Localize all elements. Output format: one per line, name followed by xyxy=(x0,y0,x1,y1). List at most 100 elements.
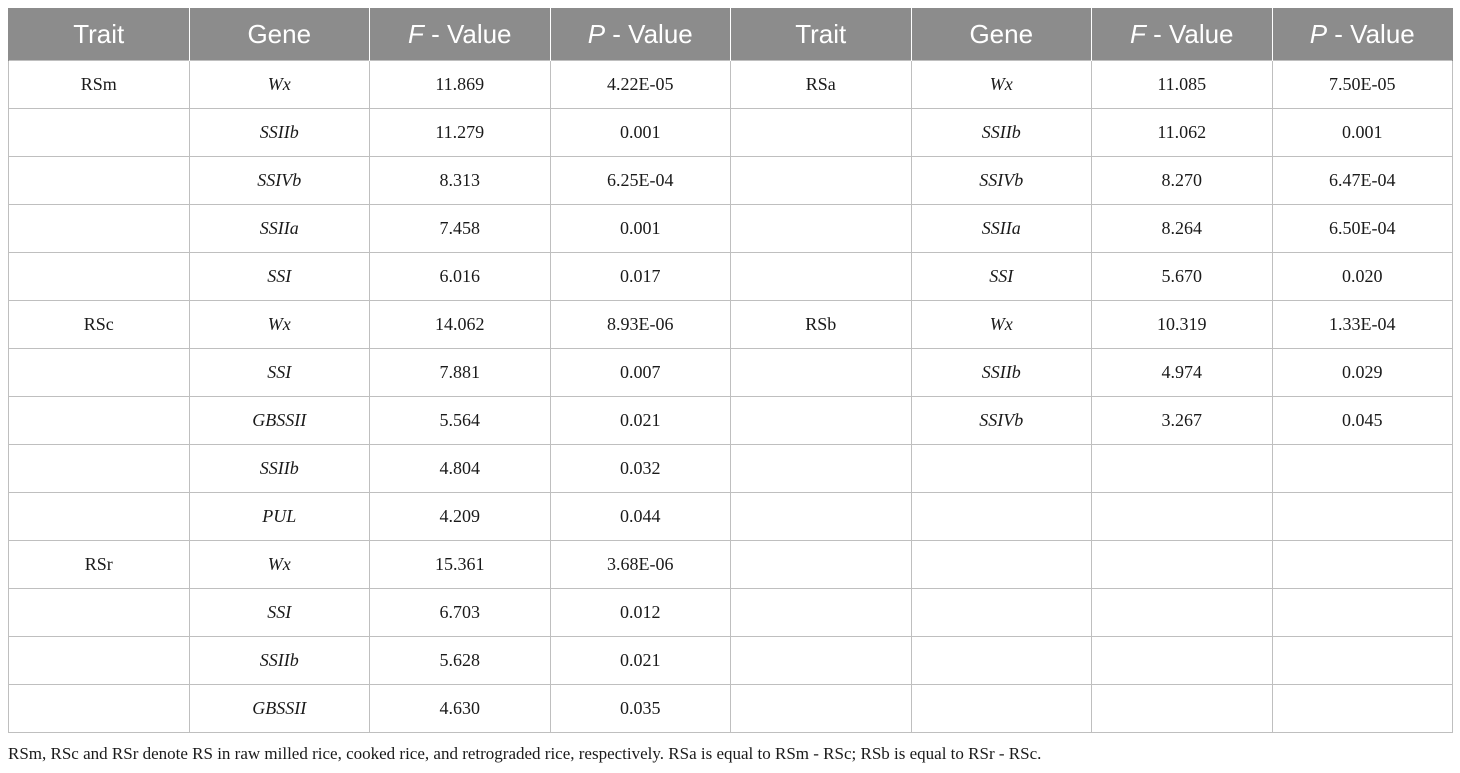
cell-gene-left: SSI xyxy=(188,348,370,397)
cell-trait-left xyxy=(8,252,190,301)
cell-trait-left xyxy=(8,108,190,157)
cell-p-value-right xyxy=(1271,588,1453,637)
cell-p-value-right: 6.50E-04 xyxy=(1271,204,1453,253)
cell-trait-left: RSr xyxy=(8,540,190,589)
header-f-value-right: F - Value xyxy=(1091,8,1273,61)
header-p-value-left: P - Value xyxy=(549,8,731,61)
cell-f-value-left: 7.881 xyxy=(369,348,551,397)
cell-f-value-left: 5.564 xyxy=(369,396,551,445)
cell-f-value-right: 8.270 xyxy=(1091,156,1273,205)
cell-gene-right xyxy=(910,444,1092,493)
cell-p-value-left: 0.001 xyxy=(549,108,731,157)
cell-gene-left: SSIIa xyxy=(188,204,370,253)
cell-gene-right: SSIIb xyxy=(910,348,1092,397)
table-row: RSm Wx 11.869 4.22E-05 RSa Wx 11.085 7.5… xyxy=(8,60,1453,109)
cell-p-value-left: 0.017 xyxy=(549,252,731,301)
cell-f-value-right: 8.264 xyxy=(1091,204,1273,253)
cell-trait-right xyxy=(730,396,912,445)
cell-gene-right: SSIVb xyxy=(910,396,1092,445)
cell-trait-left xyxy=(8,444,190,493)
cell-f-value-right: 11.085 xyxy=(1091,60,1273,109)
cell-f-value-left: 6.703 xyxy=(369,588,551,637)
cell-p-value-right: 0.045 xyxy=(1271,396,1453,445)
cell-trait-left xyxy=(8,348,190,397)
header-p-suffix: - Value xyxy=(1327,19,1415,49)
cell-trait-left xyxy=(8,492,190,541)
table-row: SSIIb 5.628 0.021 xyxy=(8,636,1453,685)
cell-p-value-left: 4.22E-05 xyxy=(549,60,731,109)
cell-gene-right: SSIIa xyxy=(910,204,1092,253)
cell-gene-left: SSIIb xyxy=(188,108,370,157)
cell-p-value-left: 0.021 xyxy=(549,396,731,445)
cell-gene-left: GBSSII xyxy=(188,684,370,733)
table-row: SSI 7.881 0.007 SSIIb 4.974 0.029 xyxy=(8,348,1453,397)
cell-gene-right: SSIIb xyxy=(910,108,1092,157)
cell-p-value-right xyxy=(1271,636,1453,685)
table-row: RSr Wx 15.361 3.68E-06 xyxy=(8,540,1453,589)
cell-f-value-left: 11.869 xyxy=(369,60,551,109)
cell-gene-right: Wx xyxy=(910,60,1092,109)
cell-f-value-left: 14.062 xyxy=(369,300,551,349)
cell-trait-left xyxy=(8,156,190,205)
table-row: SSI 6.703 0.012 xyxy=(8,588,1453,637)
cell-p-value-left: 0.021 xyxy=(549,636,731,685)
cell-trait-right xyxy=(730,108,912,157)
header-gene-right: Gene xyxy=(910,8,1092,61)
table-row: SSIIa 7.458 0.001 SSIIa 8.264 6.50E-04 xyxy=(8,204,1453,253)
cell-f-value-right xyxy=(1091,684,1273,733)
cell-trait-right xyxy=(730,684,912,733)
cell-p-value-right xyxy=(1271,684,1453,733)
header-trait-left: Trait xyxy=(8,8,190,61)
cell-trait-right xyxy=(730,204,912,253)
cell-trait-left: RSm xyxy=(8,60,190,109)
anova-results-table: Trait Gene F - Value P - Value Trait Gen… xyxy=(8,8,1453,733)
cell-p-value-left: 0.012 xyxy=(549,588,731,637)
table-row: SSIIb 11.279 0.001 SSIIb 11.062 0.001 xyxy=(8,108,1453,157)
cell-p-value-right xyxy=(1271,492,1453,541)
cell-trait-left: RSc xyxy=(8,300,190,349)
cell-trait-left xyxy=(8,684,190,733)
header-trait-right: Trait xyxy=(730,8,912,61)
cell-f-value-left: 4.804 xyxy=(369,444,551,493)
cell-trait-right xyxy=(730,588,912,637)
header-gene-left: Gene xyxy=(188,8,370,61)
cell-gene-left: SSIIb xyxy=(188,444,370,493)
cell-trait-left xyxy=(8,396,190,445)
table-row: GBSSII 4.630 0.035 xyxy=(8,684,1453,733)
cell-f-value-left: 6.016 xyxy=(369,252,551,301)
table-row: RSc Wx 14.062 8.93E-06 RSb Wx 10.319 1.3… xyxy=(8,300,1453,349)
cell-f-value-right: 11.062 xyxy=(1091,108,1273,157)
cell-gene-left: GBSSII xyxy=(188,396,370,445)
cell-gene-right: SSIVb xyxy=(910,156,1092,205)
cell-trait-right xyxy=(730,444,912,493)
table-row: SSI 6.016 0.017 SSI 5.670 0.020 xyxy=(8,252,1453,301)
cell-trait-right: RSa xyxy=(730,60,912,109)
cell-f-value-right xyxy=(1091,588,1273,637)
table-footnote: RSm, RSc and RSr denote RS in raw milled… xyxy=(8,744,1042,763)
table-row: PUL 4.209 0.044 xyxy=(8,492,1453,541)
cell-trait-right xyxy=(730,156,912,205)
cell-p-value-left: 0.044 xyxy=(549,492,731,541)
cell-f-value-left: 15.361 xyxy=(369,540,551,589)
header-f-symbol: F xyxy=(1129,19,1146,49)
cell-trait-left xyxy=(8,636,190,685)
table-row: SSIIb 4.804 0.032 xyxy=(8,444,1453,493)
cell-f-value-right xyxy=(1091,492,1273,541)
cell-p-value-left: 0.001 xyxy=(549,204,731,253)
cell-gene-right: Wx xyxy=(910,300,1092,349)
cell-gene-right xyxy=(910,684,1092,733)
cell-f-value-left: 4.209 xyxy=(369,492,551,541)
table-body: RSm Wx 11.869 4.22E-05 RSa Wx 11.085 7.5… xyxy=(8,60,1453,733)
cell-trait-right xyxy=(730,492,912,541)
cell-gene-left: Wx xyxy=(188,60,370,109)
cell-gene-left: SSI xyxy=(188,252,370,301)
cell-gene-left: SSI xyxy=(188,588,370,637)
cell-gene-right xyxy=(910,540,1092,589)
table-row: SSIVb 8.313 6.25E-04 SSIVb 8.270 6.47E-0… xyxy=(8,156,1453,205)
cell-p-value-right: 6.47E-04 xyxy=(1271,156,1453,205)
cell-p-value-right: 0.029 xyxy=(1271,348,1453,397)
cell-f-value-left: 5.628 xyxy=(369,636,551,685)
cell-p-value-right: 1.33E-04 xyxy=(1271,300,1453,349)
cell-f-value-right: 3.267 xyxy=(1091,396,1273,445)
cell-f-value-right xyxy=(1091,540,1273,589)
